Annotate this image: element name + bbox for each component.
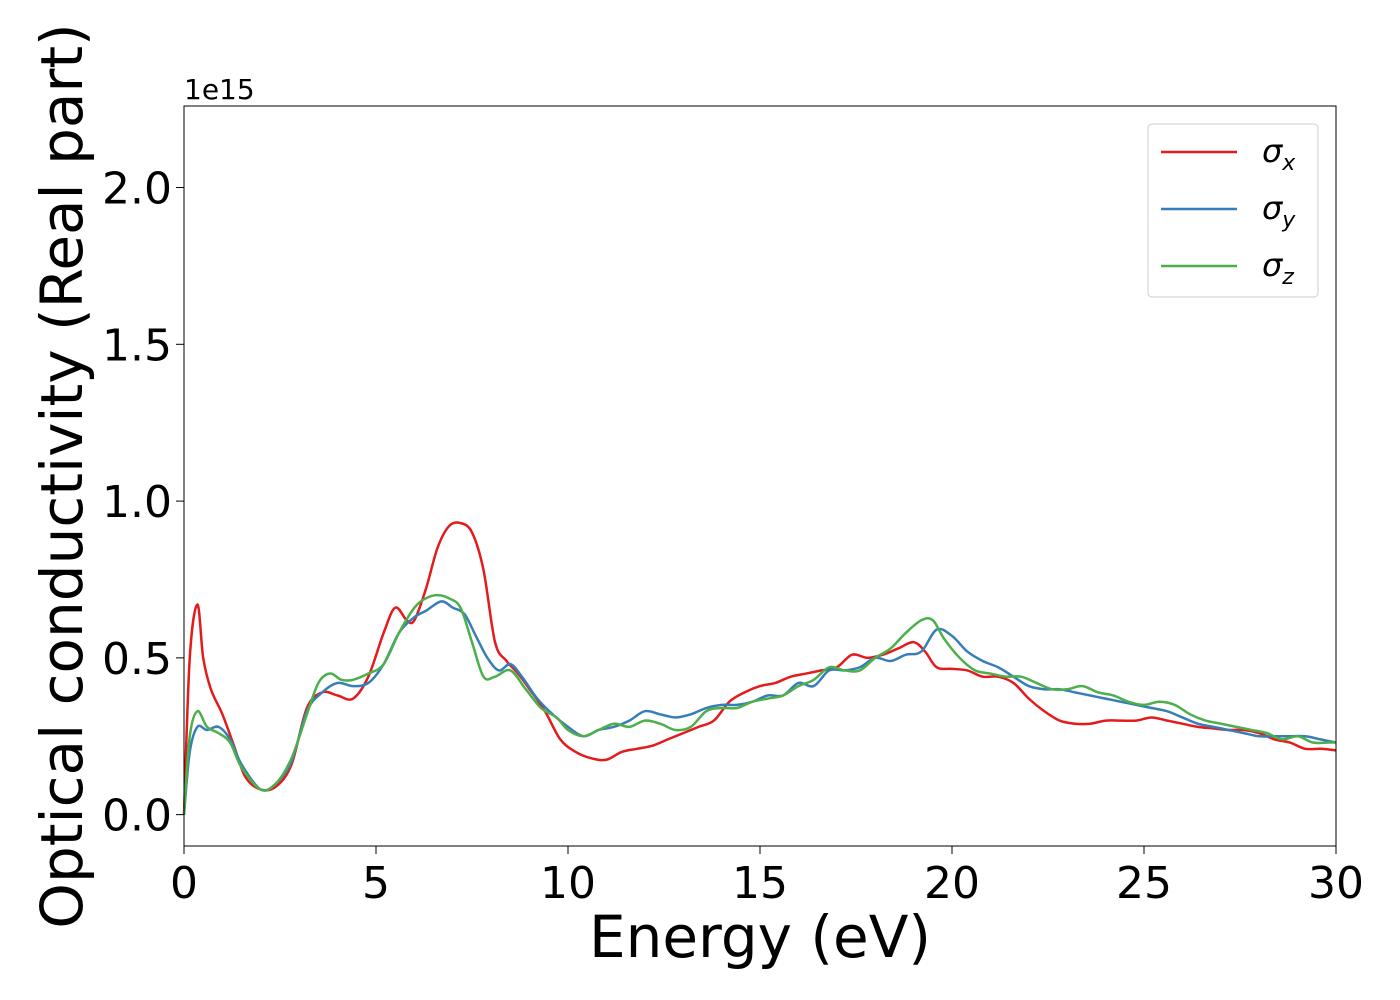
y-axis-label: Optical conductivity (Real part) bbox=[28, 23, 96, 928]
legend-label-subscript: y bbox=[1281, 208, 1296, 233]
legend-label-x: σx bbox=[1262, 132, 1296, 176]
legend-label-subscript: x bbox=[1281, 151, 1296, 176]
plot-area bbox=[184, 106, 1336, 846]
x-axis: 0 5 10 15 20 25 30 bbox=[170, 846, 1364, 909]
legend-label-z: σz bbox=[1262, 246, 1294, 290]
y-tick-label: 1.5 bbox=[102, 320, 172, 371]
legend-label-y: σy bbox=[1262, 189, 1296, 233]
y-tick-label: 0.5 bbox=[102, 634, 172, 685]
legend-label-symbol: σ bbox=[1262, 132, 1284, 170]
y-tick-label: 0.0 bbox=[102, 791, 172, 842]
legend-label-symbol: σ bbox=[1262, 189, 1284, 227]
x-tick-label: 0 bbox=[170, 858, 198, 909]
y-axis: 0.0 0.5 1.0 1.5 2.0 bbox=[102, 164, 184, 842]
y-offset-label: 1e15 bbox=[184, 73, 255, 106]
x-tick-label: 25 bbox=[1116, 858, 1172, 909]
series-line-x bbox=[182, 521, 1337, 815]
x-tick-label: 10 bbox=[540, 858, 596, 909]
y-tick-label: 1.0 bbox=[102, 477, 172, 528]
legend-label-subscript: z bbox=[1281, 265, 1294, 290]
x-tick-label: 15 bbox=[732, 858, 788, 909]
x-axis-label: Energy (eV) bbox=[589, 903, 931, 971]
legend-label-symbol: σ bbox=[1262, 246, 1284, 284]
series-layer bbox=[182, 521, 1337, 815]
legend-frame bbox=[1147, 123, 1319, 298]
x-tick-label: 5 bbox=[362, 858, 390, 909]
x-tick-label: 20 bbox=[924, 858, 980, 909]
y-tick-label: 2.0 bbox=[102, 164, 172, 215]
x-tick-label: 30 bbox=[1308, 858, 1364, 909]
series-line-z bbox=[182, 593, 1336, 815]
